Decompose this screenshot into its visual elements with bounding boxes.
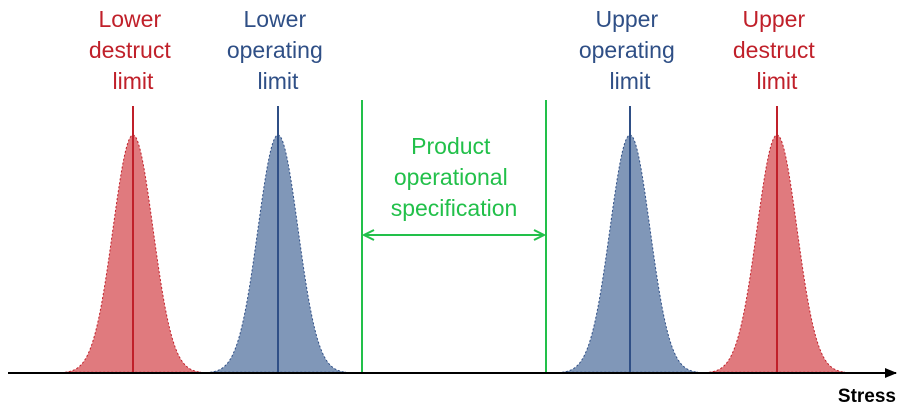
label-line: limit <box>610 68 651 94</box>
product-operational-specification-label: Product operational specification <box>391 133 518 221</box>
lower-destruct-limit-label: Lower destruct limit <box>89 6 177 94</box>
label-line: Lower <box>243 6 306 32</box>
label-line: Upper <box>595 6 658 32</box>
lower-operating-limit-label: Lower operating limit <box>227 6 329 94</box>
label-line: destruct <box>733 37 815 63</box>
label-line: Product <box>411 133 491 159</box>
label-line: operating <box>579 37 675 63</box>
label-line: Lower <box>98 6 161 32</box>
label-line: destruct <box>89 37 171 63</box>
upper-destruct-limit-label: Upper destruct limit <box>733 6 821 94</box>
label-line: limit <box>113 68 154 94</box>
label-line: operating <box>227 37 323 63</box>
label-line: limit <box>757 68 798 94</box>
label-line: limit <box>258 68 299 94</box>
label-line: specification <box>391 195 518 221</box>
label-line: operational <box>394 164 508 190</box>
label-line: Upper <box>742 6 805 32</box>
upper-operating-limit-label: Upper operating limit <box>579 6 681 94</box>
stress-axis-label: Stress <box>838 386 896 407</box>
